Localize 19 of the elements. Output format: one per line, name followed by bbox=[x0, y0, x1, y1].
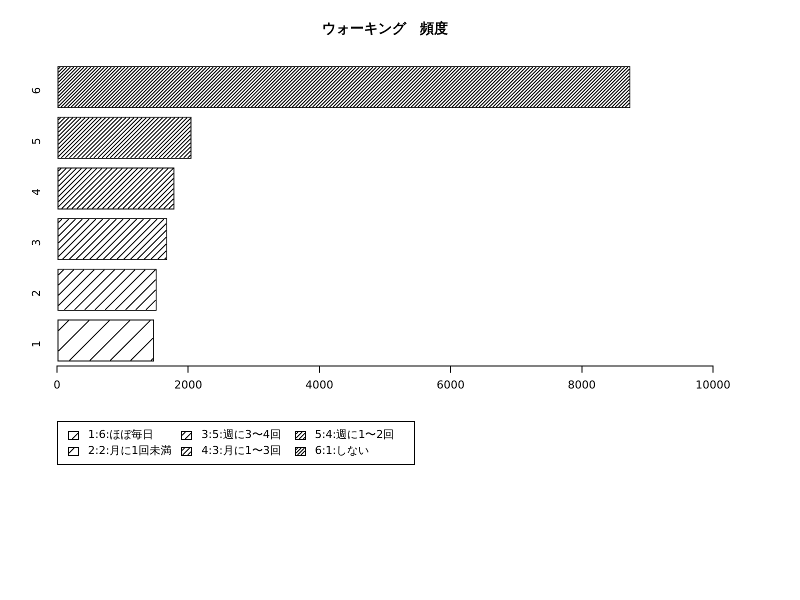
x-tick-label: 6000 bbox=[436, 378, 465, 392]
x-tick-label: 0 bbox=[54, 378, 60, 392]
y-tick-label: 4 bbox=[30, 188, 43, 196]
x-tick-label: 8000 bbox=[568, 378, 596, 392]
legend-label: 5:4:週に1〜2回 bbox=[314, 428, 394, 441]
legend-label: 6:1:しない bbox=[314, 444, 370, 457]
legend-label: 4:3:月に1〜3回 bbox=[201, 444, 281, 457]
legend-label: 2:2:月に1回未満 bbox=[88, 444, 172, 457]
chart-title: ウォーキング 頻度 bbox=[322, 20, 448, 38]
legend-label: 1:6:ほぼ毎日 bbox=[88, 428, 154, 441]
y-tick-label: 1 bbox=[30, 340, 43, 348]
x-tick-label: 10000 bbox=[696, 378, 730, 392]
y-tick-label: 6 bbox=[30, 87, 43, 94]
y-tick-label: 5 bbox=[30, 138, 43, 145]
x-tick-label: 4000 bbox=[305, 378, 334, 392]
x-tick-label: 2000 bbox=[174, 378, 202, 392]
y-tick-label: 3 bbox=[30, 239, 43, 246]
legend-label: 3:5:週に3〜4回 bbox=[201, 428, 281, 441]
y-tick-label: 2 bbox=[30, 290, 43, 297]
